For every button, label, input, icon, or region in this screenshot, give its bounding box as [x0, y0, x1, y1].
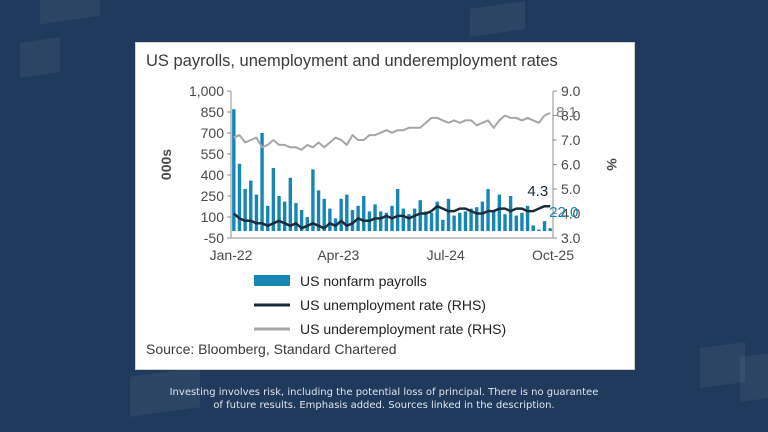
x-tick-label: Jan-22: [210, 247, 253, 263]
right-tick-label: 9.0: [561, 83, 581, 99]
payrolls-bar: [469, 208, 473, 231]
right-axis-label: %: [604, 158, 620, 171]
payrolls-bar: [271, 168, 276, 231]
chart-card: US payrolls, unemployment and underemplo…: [135, 42, 635, 370]
payrolls-bar: [232, 109, 236, 231]
payrolls-bar: [508, 196, 513, 231]
underemployment-end-label: 8.1: [556, 104, 577, 121]
payrolls-bar: [322, 198, 326, 231]
payrolls-bar: [294, 203, 298, 231]
payrolls-bar: [503, 214, 507, 231]
payrolls-bar: [249, 180, 253, 231]
payrolls-bar: [299, 210, 304, 231]
payrolls-bar: [311, 169, 315, 231]
unemployment-line: [232, 204, 551, 230]
chart-title: US payrolls, unemployment and underemplo…: [146, 52, 558, 70]
legend-label-underemployment: US underemployment rate (RHS): [300, 321, 506, 337]
background-shape: [40, 0, 100, 25]
payrolls-bar: [237, 163, 242, 231]
payrolls-bar: [243, 189, 247, 231]
payrolls-bar: [537, 229, 541, 231]
background-shape: [700, 341, 745, 389]
left-axis-label: 000s: [158, 149, 174, 180]
payrolls-bar: [531, 225, 535, 231]
left-tick-label: 250: [201, 188, 225, 204]
unemployment-end-label: 4.3: [527, 183, 548, 200]
payrolls-bar: [525, 205, 530, 231]
payrolls-bar: [350, 210, 355, 231]
x-tick-label: Oct-25: [532, 247, 574, 263]
left-tick-label: 550: [201, 146, 225, 162]
payrolls-bar: [339, 198, 343, 231]
payrolls-bar: [446, 198, 451, 231]
payrolls-bar: [548, 228, 552, 231]
left-tick-label: 1,000: [189, 83, 224, 99]
underemployment-line: [233, 112, 551, 151]
disclaimer-line-1: Investing involves risk, including the p…: [169, 387, 599, 398]
background-shape: [470, 1, 525, 37]
left-tick-label: 400: [201, 167, 225, 183]
payrolls-bar: [362, 196, 366, 231]
legend-label-unemployment: US unemployment rate (RHS): [300, 297, 486, 313]
disclaimer: Investing involves risk, including the p…: [0, 386, 768, 412]
payrolls-bar: [514, 215, 518, 231]
chart-svg: 1,000 850 700 550 400 250 100 -50 9.0 8.0 7.0 6.0 5.…: [158, 83, 620, 337]
x-tick-label: Jul-24: [427, 247, 465, 263]
payrolls-bar: [435, 201, 439, 231]
payrolls-bar: [345, 194, 349, 231]
payrolls-bar: [452, 215, 456, 231]
payrolls-bar: [463, 211, 468, 231]
payrolls-bar: [379, 211, 383, 231]
left-tick-label: -50: [204, 230, 224, 246]
payrolls-bar: [395, 189, 400, 231]
payrolls-bar: [266, 205, 270, 231]
payrolls-bar: [480, 201, 485, 231]
payrolls-bar: [288, 177, 293, 231]
payrolls-bar: [491, 211, 496, 231]
payrolls-bar: [441, 219, 445, 231]
disclaimer-line-2: of future results. Emphasis added. Sourc…: [213, 400, 555, 411]
payrolls-bar: [277, 196, 281, 231]
payrolls-bar: [260, 133, 264, 231]
payrolls-bar: [542, 221, 547, 231]
payrolls-bar: [305, 217, 309, 231]
payrolls-bar: [254, 194, 259, 231]
x-tick-label: Apr-23: [317, 247, 359, 263]
left-tick-label: 700: [201, 125, 225, 141]
right-tick-label: 7.0: [561, 132, 581, 148]
background-shape: [20, 37, 60, 78]
right-tick-label: 6.0: [561, 157, 581, 173]
payrolls-bar: [412, 208, 417, 231]
right-tick-label: 3.0: [561, 230, 581, 246]
payrolls-bar: [429, 212, 434, 231]
right-tick-label: 5.0: [561, 181, 581, 197]
payrolls-bar: [497, 194, 502, 231]
right-tick-label: 4.0: [561, 206, 581, 222]
legend-label-payrolls: US nonfarm payrolls: [300, 273, 427, 289]
payrolls-bar: [282, 201, 287, 231]
chart-source: Source: Bloomberg, Standard Chartered: [146, 341, 397, 357]
payrolls-bar: [475, 207, 479, 231]
payrolls-end-label: 22.0: [549, 204, 578, 221]
payrolls-bar: [328, 208, 332, 231]
left-tick-label: 100: [201, 209, 225, 225]
left-tick-label: 850: [201, 104, 225, 120]
right-tick-label: 8.0: [561, 108, 581, 124]
payrolls-bar: [458, 212, 462, 231]
payrolls-bar: [401, 208, 405, 231]
payrolls-bar: [424, 211, 428, 231]
payrolls-bar: [520, 212, 524, 231]
payrolls-bar: [384, 212, 389, 231]
payrolls-bar: [316, 190, 321, 231]
payrolls-bar: [418, 200, 422, 231]
legend-swatch-payrolls: [254, 275, 290, 286]
payrolls-bar: [407, 214, 411, 231]
